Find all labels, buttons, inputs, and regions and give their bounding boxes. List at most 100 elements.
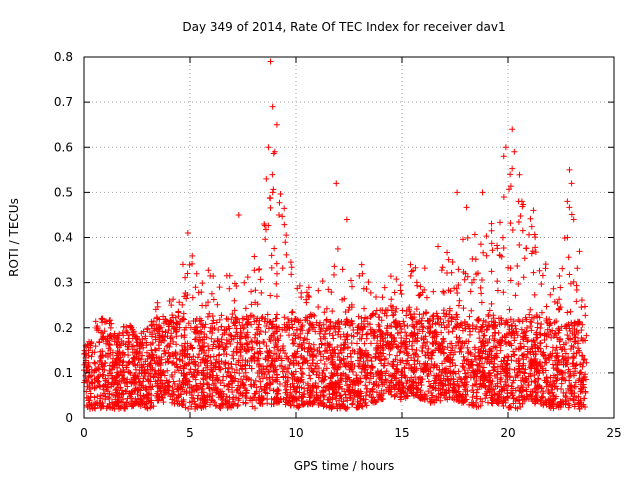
data-point <box>362 382 369 389</box>
data-point <box>133 333 140 340</box>
data-point <box>317 357 324 364</box>
data-point <box>439 264 446 271</box>
data-point <box>378 353 385 360</box>
data-point <box>126 369 133 376</box>
data-point <box>290 340 297 347</box>
data-point <box>182 376 189 383</box>
data-point <box>412 350 419 357</box>
data-point <box>403 332 410 339</box>
data-point <box>285 374 292 381</box>
data-point <box>448 269 455 276</box>
data-point <box>399 307 406 314</box>
data-point <box>248 301 255 308</box>
data-point <box>321 309 328 316</box>
data-point <box>273 280 280 287</box>
data-point <box>269 324 276 331</box>
data-point <box>189 294 196 301</box>
y-tick-label: 0.8 <box>54 50 73 64</box>
data-point <box>571 331 578 338</box>
data-point <box>449 328 456 335</box>
data-point <box>424 338 431 345</box>
data-point <box>537 340 544 347</box>
data-point <box>307 375 314 382</box>
data-point <box>511 352 518 359</box>
data-point <box>531 291 538 298</box>
data-point <box>497 370 504 377</box>
data-point <box>527 215 534 222</box>
chart-title: Day 349 of 2014, Rate Of TEC Index for r… <box>182 20 505 34</box>
data-point <box>97 395 104 402</box>
data-point <box>575 329 582 336</box>
data-point <box>306 372 313 379</box>
data-point <box>478 290 485 297</box>
data-point <box>216 351 223 358</box>
data-point <box>211 338 218 345</box>
data-point <box>402 344 409 351</box>
data-point <box>567 327 574 334</box>
y-tick-label: 0.1 <box>54 366 73 380</box>
data-point <box>233 315 240 322</box>
data-point <box>283 232 290 239</box>
data-point <box>249 339 256 346</box>
data-point <box>468 307 475 314</box>
data-point <box>432 328 439 335</box>
data-point <box>453 334 460 341</box>
data-point <box>168 323 175 330</box>
data-point <box>520 201 527 208</box>
data-point <box>461 367 468 374</box>
data-point <box>551 319 558 326</box>
data-point <box>368 363 375 370</box>
data-point <box>490 367 497 374</box>
data-point <box>510 394 517 401</box>
data-point <box>175 309 182 316</box>
data-point <box>391 289 398 296</box>
data-point <box>387 273 394 280</box>
data-point <box>440 392 447 399</box>
data-point <box>389 312 396 319</box>
data-point <box>296 282 303 289</box>
data-point <box>273 260 280 267</box>
data-point <box>364 357 371 364</box>
data-point <box>520 274 527 281</box>
data-point <box>312 328 319 335</box>
data-point <box>342 391 349 398</box>
data-point <box>210 296 217 303</box>
data-point <box>373 389 380 396</box>
data-point <box>345 307 352 314</box>
data-point <box>564 198 571 205</box>
data-point <box>433 310 440 317</box>
data-point <box>348 340 355 347</box>
data-point <box>385 360 392 367</box>
data-point <box>343 216 350 223</box>
data-point <box>483 252 490 259</box>
data-point <box>178 332 185 339</box>
data-point <box>248 288 255 295</box>
data-point <box>91 367 98 374</box>
data-point <box>467 351 474 358</box>
data-point <box>113 386 120 393</box>
data-point <box>150 373 157 380</box>
data-point <box>241 324 248 331</box>
data-point <box>267 195 274 202</box>
data-point <box>331 263 338 270</box>
data-point <box>376 356 383 363</box>
data-point <box>354 340 361 347</box>
data-point <box>140 344 147 351</box>
data-point <box>447 370 454 377</box>
data-point <box>549 378 556 385</box>
data-point <box>259 313 266 320</box>
data-point <box>464 344 471 351</box>
data-point <box>472 256 479 263</box>
data-point <box>358 335 365 342</box>
data-point <box>388 391 395 398</box>
data-point <box>318 325 325 332</box>
data-point <box>404 357 411 364</box>
data-point <box>390 311 397 318</box>
data-point <box>339 296 346 303</box>
data-point <box>378 387 385 394</box>
data-point <box>423 294 430 301</box>
data-point <box>521 255 528 262</box>
data-point <box>262 236 269 243</box>
data-point <box>119 362 126 369</box>
data-point <box>373 293 380 300</box>
